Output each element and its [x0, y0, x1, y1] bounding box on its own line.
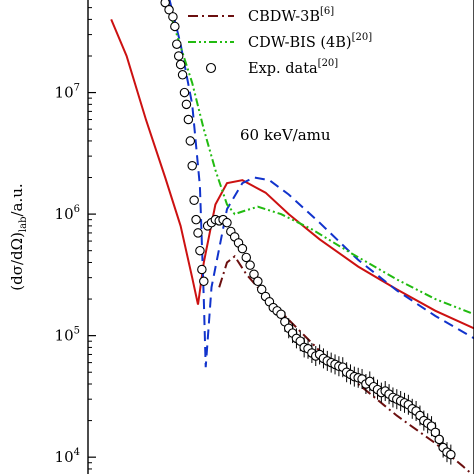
exp-point-16	[195, 245, 205, 256]
svg-text:(dσ/dΩ)lab/a.u.: (dσ/dΩ)lab/a.u.	[8, 183, 29, 290]
exp-point-4	[172, 39, 182, 49]
exp-point-33	[256, 284, 267, 295]
exp-point-0	[160, 0, 170, 8]
exp-point-29	[241, 252, 252, 263]
exp-point-7	[177, 70, 188, 80]
exp-point-18	[199, 276, 209, 287]
legend-marker-exp	[205, 62, 217, 74]
y-axis-ticks: 104 105 106 107	[55, 7, 96, 470]
y-axis-label-close: /a.u.	[8, 183, 26, 216]
exp-point-32	[253, 276, 263, 287]
exp-point-9	[181, 99, 192, 110]
legend-label-cbdw3b: CBDW-3B[6]	[248, 6, 334, 25]
exp-point-28	[237, 243, 248, 254]
series-blue-line	[168, 0, 474, 368]
y-axis-label-sub: lab	[18, 217, 29, 233]
y-axis-label-open: (dσ/dΩ)	[8, 232, 26, 291]
legend-label-cdwbis: CDW-BIS (4B)[20]	[248, 32, 372, 51]
energy-annotation: 60 keV/amu	[240, 126, 331, 144]
exp-point-8	[179, 87, 190, 98]
exp-point-3	[170, 21, 180, 32]
exp-point-12	[187, 160, 197, 171]
exp-point-82	[446, 449, 456, 460]
y-axis-label: (dσ/dΩ)lab/a.u.	[8, 183, 29, 290]
exp-point-1	[164, 5, 174, 15]
series-cbdw3b-line	[218, 254, 474, 474]
exp-point-11	[185, 136, 196, 146]
exp-point-24	[222, 217, 232, 228]
y-tick-label-1: 105	[55, 326, 80, 345]
exp-point-17	[197, 264, 207, 275]
exp-point-5	[173, 51, 184, 61]
exp-point-2	[168, 12, 178, 22]
experimental-points	[160, 0, 456, 465]
exp-point-14	[191, 214, 201, 225]
exp-point-10	[183, 114, 194, 125]
y-tick-label-2: 106	[55, 204, 80, 223]
legend: CBDW-3B[6] CDW-BIS (4B)[20] Exp. data[20]	[188, 6, 372, 77]
plot-frame	[87, 0, 474, 474]
series-cdwbis-line	[164, 0, 474, 316]
exp-point-30	[245, 260, 255, 270]
legend-label-exp: Exp. data[20]	[248, 58, 338, 77]
exp-point-79	[434, 434, 445, 445]
exp-point-6	[175, 59, 186, 70]
exp-point-15	[193, 228, 203, 238]
exp-point-31	[249, 269, 259, 279]
series-red-line	[110, 19, 474, 330]
y-tick-label-3: 107	[55, 83, 80, 102]
y-tick-label-0: 104	[55, 447, 80, 466]
series-layer	[110, 0, 474, 474]
exp-point-13	[189, 195, 199, 206]
